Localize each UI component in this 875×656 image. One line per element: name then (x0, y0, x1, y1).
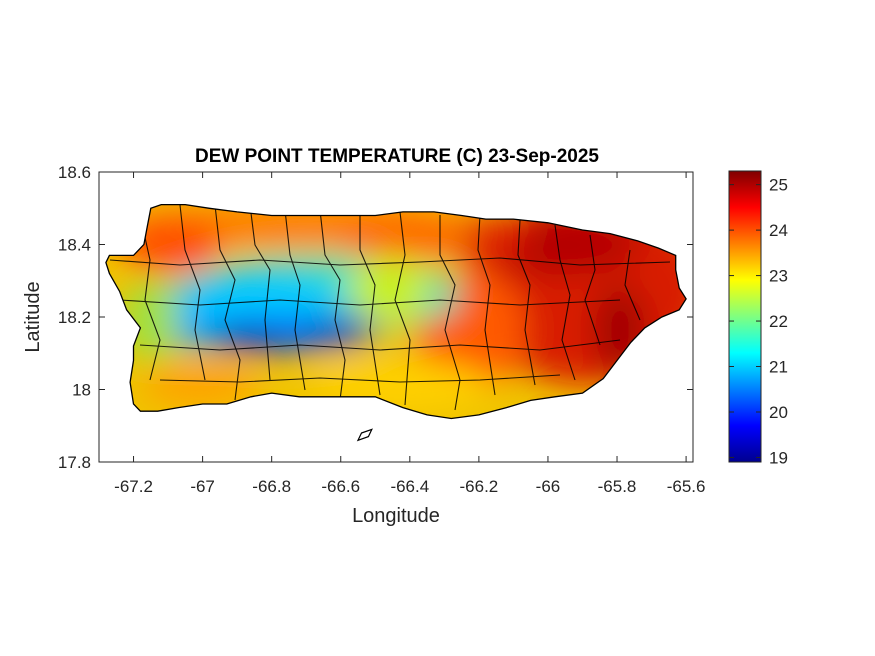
colorbar-tick-label: 20 (769, 403, 788, 422)
y-tick-label: 18 (72, 381, 91, 400)
x-tick-label: -66.2 (460, 477, 499, 496)
x-tick-label: -67.2 (114, 477, 153, 496)
y-tick-label: 18.6 (58, 163, 91, 182)
y-tick-label: 17.8 (58, 453, 91, 472)
colorbar-tick-label: 25 (769, 176, 788, 195)
y-axis-label: Latitude (22, 281, 44, 352)
x-tick-label: -65.6 (667, 477, 706, 496)
colorbar-tick-label: 21 (769, 358, 788, 377)
x-tick-label: -66 (536, 477, 561, 496)
island-outline (105, 203, 687, 420)
y-tick-label: 18.4 (58, 236, 91, 255)
x-tick-label: -66.6 (321, 477, 360, 496)
map-title: DEW POINT TEMPERATURE (C) 23-Sep-2025 (195, 146, 599, 167)
colorbar-tick-label: 24 (769, 221, 788, 240)
colorbar-ticks: 19 20 21 22 23 24 25 (729, 176, 788, 467)
dew-point-field (105, 204, 687, 419)
x-tick-label: -66.4 (390, 477, 429, 496)
y-tick-label: 18.2 (58, 308, 91, 327)
colorbar-tick-label: 22 (769, 312, 788, 331)
offshore-islet (356, 428, 373, 442)
colorbar-tick-label: 23 (769, 267, 788, 286)
colorbar-tick-label: 19 (769, 448, 788, 467)
colorbar: 19 20 21 22 23 24 25 (728, 170, 788, 467)
y-axis-ticks: 17.8 18 18.2 18.4 18.6 (58, 163, 693, 472)
x-tick-label: -66.8 (252, 477, 291, 496)
x-tick-label: -67 (190, 477, 215, 496)
x-axis-label: Longitude (352, 505, 440, 527)
colorbar-gradient (728, 170, 762, 463)
x-axis-ticks: -67.2 -67 -66.8 -66.6 -66.4 -66.2 -66 -65.8 -65.… (114, 172, 705, 496)
map-plot-area: -67.2 -67 -66.8 -66.6 -66.4 -66.2 -66 -65.8 -65.… (58, 163, 706, 496)
x-tick-label: -65.8 (598, 477, 637, 496)
